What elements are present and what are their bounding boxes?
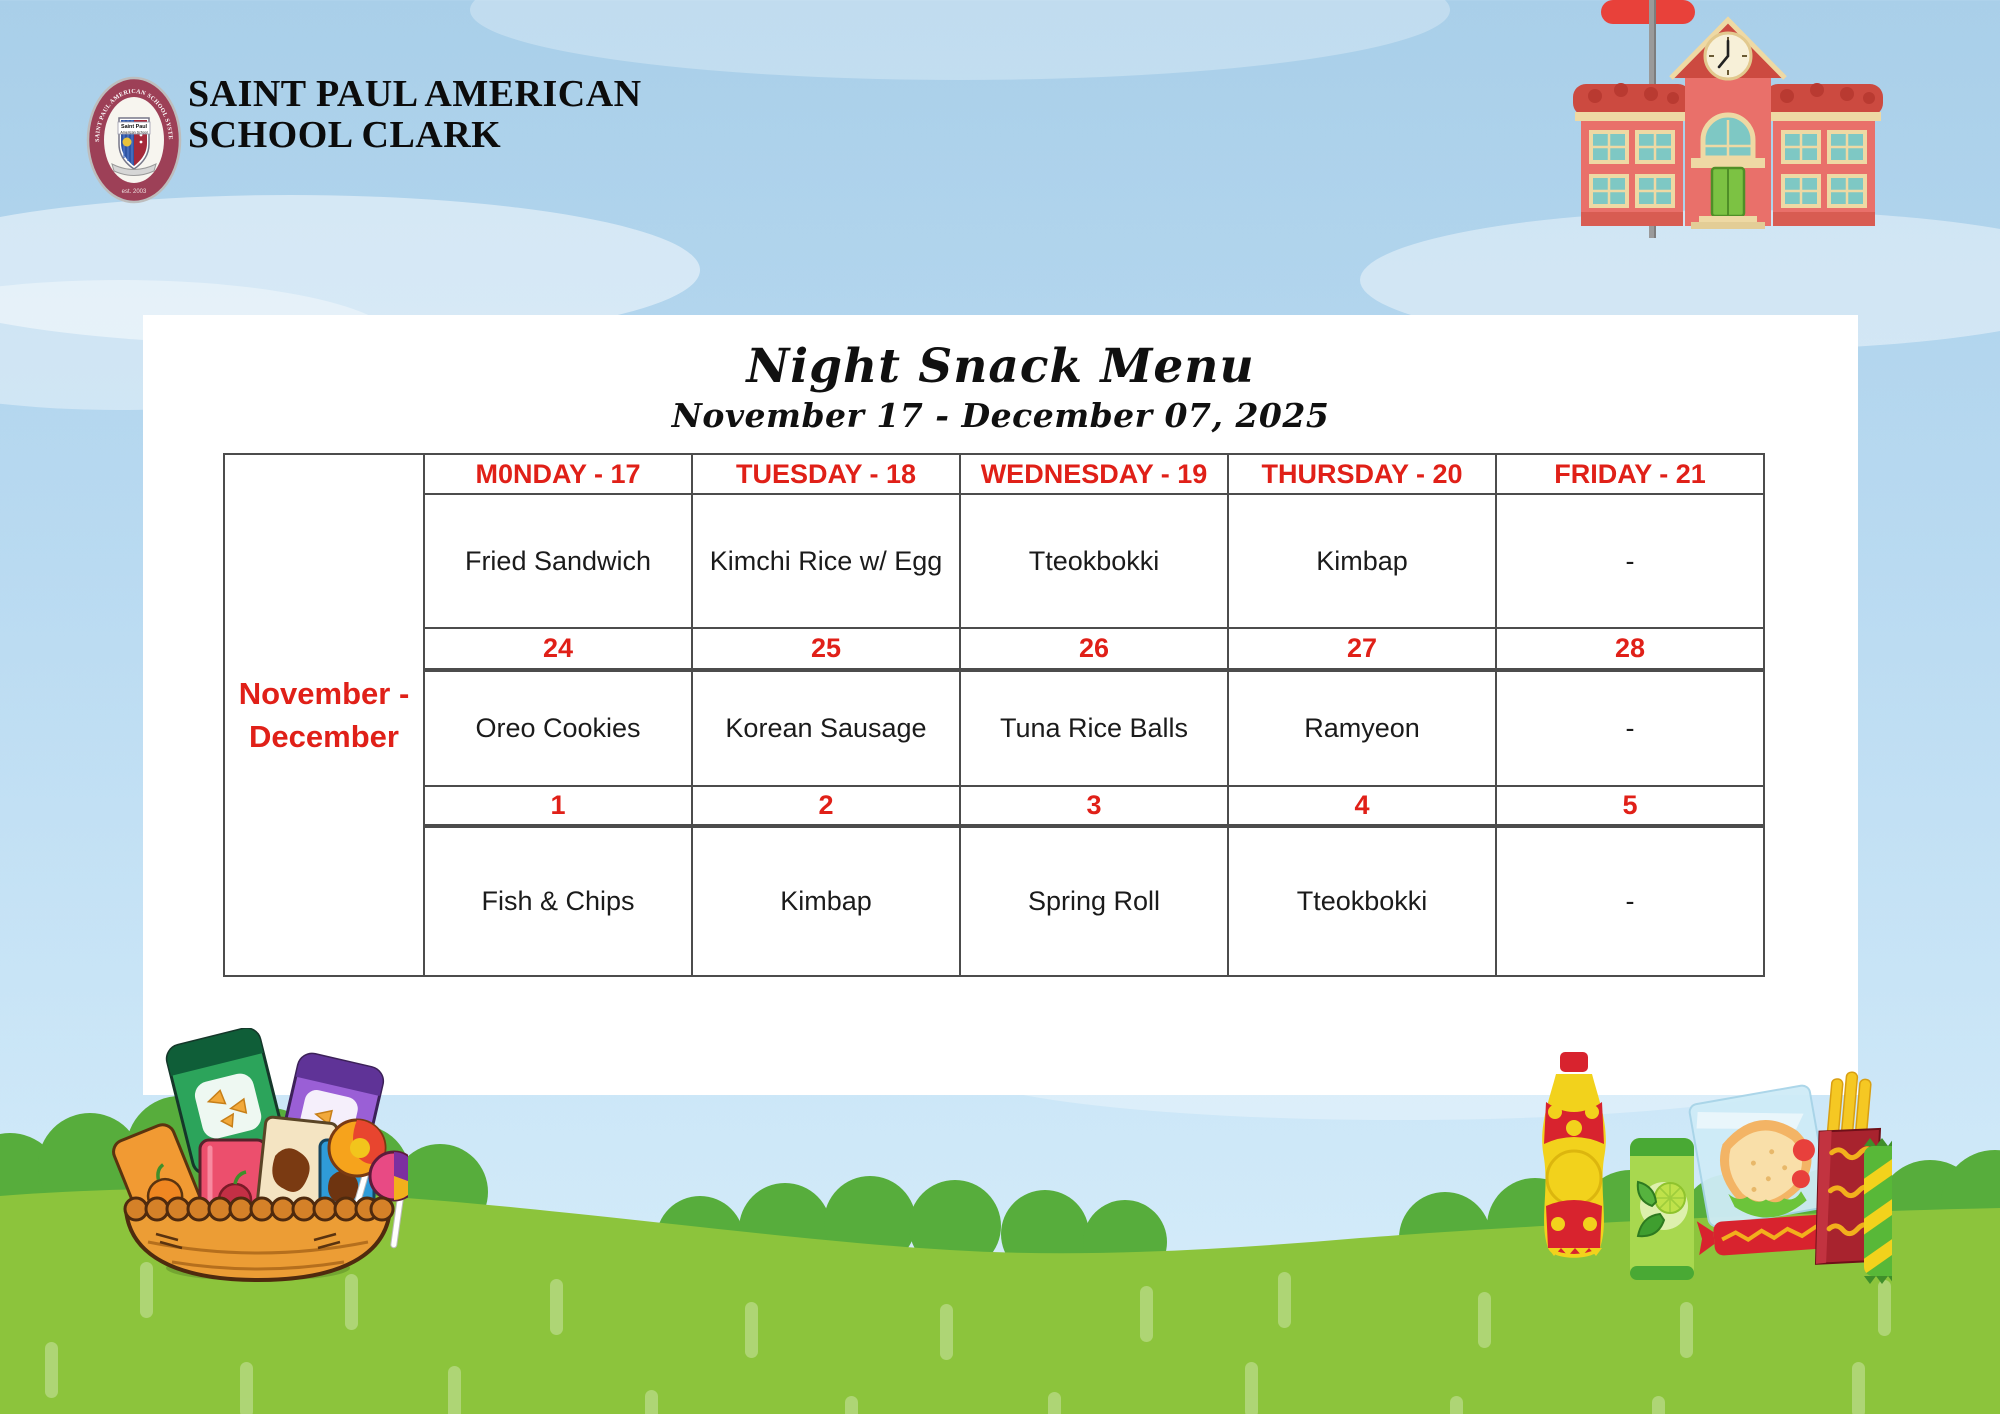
week2-items-row: Oreo Cookies Korean Sausage Tuna Rice Ba…: [224, 669, 1765, 787]
menu-item-cell: Tteokbokki: [1227, 825, 1497, 977]
date-cell: 2: [691, 785, 961, 828]
date-cell: 26: [959, 627, 1229, 672]
date-cell: 27: [1227, 627, 1497, 672]
menu-item-cell: Kimbap: [1227, 493, 1497, 629]
snack-basket-illustration: [112, 1028, 408, 1283]
day-header-row: November - December M0NDAY - 17 TUESDAY …: [223, 453, 1765, 977]
cloud: [470, 0, 1450, 80]
logo-shield-line1: Saint Paul: [121, 124, 148, 130]
grass-highlight-dashes: [45, 1262, 1891, 1414]
menu-item-cell: Oreo Cookies: [423, 669, 693, 787]
day-header-friday: FRIDAY - 21: [1495, 453, 1765, 495]
date-cell: 1: [423, 785, 693, 828]
menu-item-cell: Kimbap: [691, 825, 961, 977]
day-header-thursday: THURSDAY - 20: [1227, 453, 1497, 495]
menu-item-cell: Fried Sandwich: [423, 493, 693, 629]
menu-subtitle: November 17 - December 07, 2025: [671, 396, 1330, 435]
date-cell: 5: [1495, 785, 1765, 828]
snack-row-illustration: [1542, 1052, 1892, 1284]
fries-icon: [1814, 1071, 1882, 1265]
menu-item-cell: Tuna Rice Balls: [959, 669, 1229, 787]
school-logo: SAINT PAUL AMERICAN SCHOOL SYSTEM Saint …: [86, 76, 182, 204]
school-name-line2: SCHOOL CLARK: [188, 114, 502, 157]
menu-title: Night Snack Menu: [746, 339, 1255, 394]
week3-dates-row: 1 2 3 4 5: [224, 785, 1765, 828]
day-header-tuesday: TUESDAY - 18: [691, 453, 961, 495]
menu-item-cell: Fish & Chips: [423, 825, 693, 977]
flag-icon: [1601, 0, 1695, 24]
logo-shield-line2: American School: [120, 130, 147, 134]
logo-est-text: est. 2003: [122, 189, 147, 195]
menu-item-cell: Ramyeon: [1227, 669, 1497, 787]
menu-item-cell: -: [1495, 669, 1765, 787]
date-cell: 28: [1495, 627, 1765, 672]
logo-banner: [111, 163, 157, 176]
week3-items-row: Fish & Chips Kimbap Spring Roll Tteokbok…: [224, 825, 1765, 977]
date-cell: 4: [1227, 785, 1497, 828]
menu-item-cell: -: [1495, 493, 1765, 629]
menu-item-cell: Kimchi Rice w/ Egg: [691, 493, 961, 629]
date-cell: 3: [959, 785, 1229, 828]
sandwich-icon: [1688, 1084, 1830, 1228]
month-label-line2: December: [249, 719, 399, 754]
month-label-cell: November - December: [223, 453, 425, 977]
school-building-illustration: [1573, 0, 1883, 238]
week2-dates-row: 24 25 26 27 28: [224, 627, 1765, 672]
snack-bar-icon: [1864, 1138, 1892, 1284]
grass-field: [0, 1188, 2000, 1414]
menu-item-cell: Spring Roll: [959, 825, 1229, 977]
menu-item-cell: Korean Sausage: [691, 669, 961, 787]
menu-item-cell: -: [1495, 825, 1765, 977]
week1-items-row: Fried Sandwich Kimchi Rice w/ Egg Tteokb…: [224, 493, 1765, 629]
month-label-line1: November -: [238, 675, 410, 711]
school-name-line1: SAINT PAUL AMERICAN: [188, 73, 642, 115]
school-name: SAINT PAUL AMERICAN SCHOOL CLARK: [188, 73, 642, 157]
date-cell: 24: [423, 627, 693, 672]
day-header-monday: M0NDAY - 17: [423, 453, 693, 495]
date-cell: 25: [691, 627, 961, 672]
day-header-wednesday: WEDNESDAY - 19: [959, 453, 1229, 495]
menu-table: November - December M0NDAY - 17 TUESDAY …: [223, 453, 1765, 977]
menu-card: Night Snack Menu November 17 - December …: [143, 315, 1858, 1095]
menu-item-cell: Tteokbokki: [959, 493, 1229, 629]
